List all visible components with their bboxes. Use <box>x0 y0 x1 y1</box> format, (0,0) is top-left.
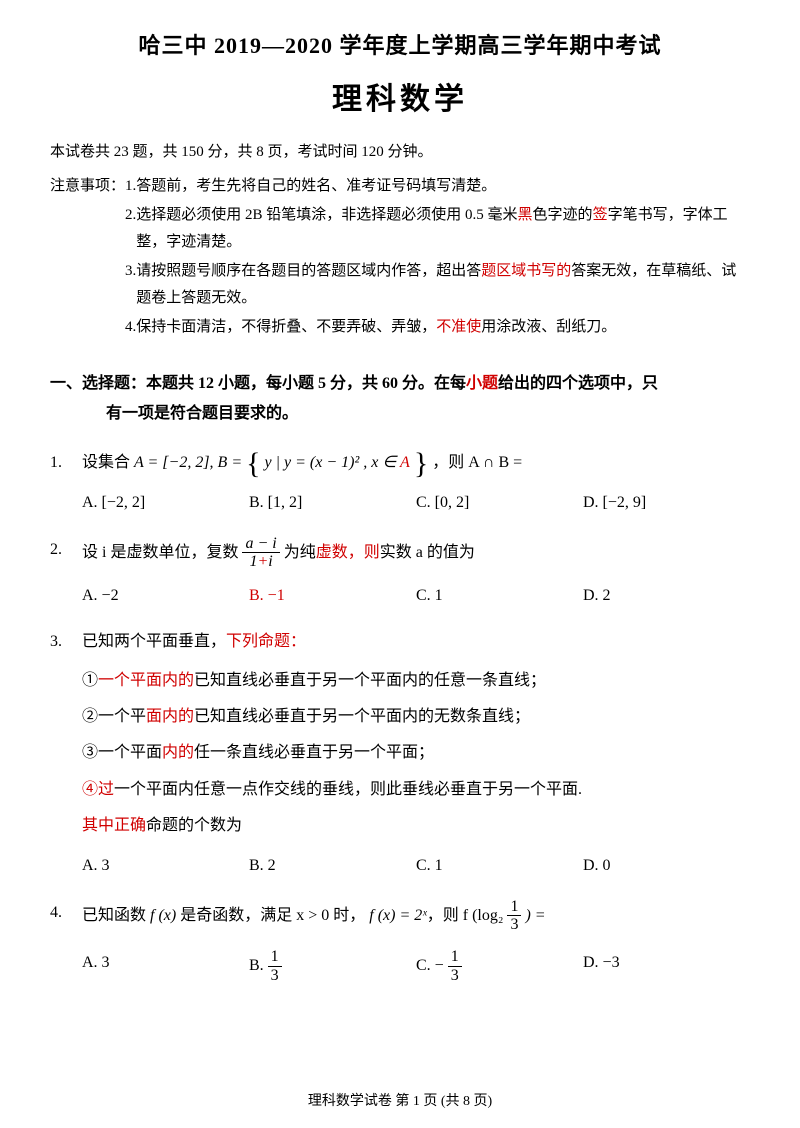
q4-opt-b: B. 13 <box>249 948 416 984</box>
q3-proposition: ③一个平面内的任一条直线必垂直于另一个平面； <box>82 738 750 768</box>
q2-opt-d: D. 2 <box>583 581 750 611</box>
q4-opt-a: A. 3 <box>82 948 249 984</box>
q1-opt-b: B. [1, 2] <box>249 488 416 518</box>
q2-opt-a: A. −2 <box>82 581 249 611</box>
question-1: 1. 设集合 A = [−2, 2], B = { y | y = (x − 1… <box>50 448 750 519</box>
notice-item: 4.保持卡面清洁，不得折叠、不要弄破、弄皱，不准使用涂改液、刮纸刀。 <box>125 314 750 341</box>
q3-opt-a: A. 3 <box>82 851 249 881</box>
q3-opt-d: D. 0 <box>583 851 750 881</box>
notice-item: 2.选择题必须使用 2B 铅笔填涂，非选择题必须使用 0.5 毫米黑色字迹的签字… <box>125 202 750 256</box>
page-footer: 理科数学试卷 第 1 页 (共 8 页) <box>0 1090 800 1110</box>
q2-number: 2. <box>50 535 82 612</box>
question-3: 3. 已知两个平面垂直，下列命题： ①一个平面内的已知直线必垂直于另一个平面内的… <box>50 627 750 882</box>
q1-opt-c: C. [0, 2] <box>416 488 583 518</box>
question-2: 2. 设 i 是虚数单位，复数 a − i 1+i 为纯虚数，则实数 a 的值为… <box>50 535 750 612</box>
q3-opt-b: B. 2 <box>249 851 416 881</box>
q2-opt-b: B. −1 <box>249 581 416 611</box>
notice-block: 注意事项： 1.答题前，考生先将自己的姓名、准考证号码填写清楚。2.选择题必须使… <box>50 173 750 343</box>
q3-proposition: ④过一个平面内任意一点作交线的垂线，则此垂线必垂直于另一个平面. <box>82 775 750 805</box>
q4-number: 4. <box>50 898 82 984</box>
q4-opt-c: C. − 13 <box>416 948 583 984</box>
notice-label: 注意事项： <box>50 173 125 343</box>
subject-title: 理科数学 <box>50 74 750 118</box>
section-1-title: 一、选择题：本题共 12 小题，每小题 5 分，共 60 分。在每小题给出的四个… <box>50 369 750 430</box>
q2-opt-c: C. 1 <box>416 581 583 611</box>
q3-proposition: ①一个平面内的已知直线必垂直于另一个平面内的任意一条直线； <box>82 666 750 696</box>
q4-opt-d: D. −3 <box>583 948 750 984</box>
q3-number: 3. <box>50 627 82 882</box>
q3-proposition: ②一个平面内的已知直线必垂直于另一个平面内的无数条直线； <box>82 702 750 732</box>
notice-item: 1.答题前，考生先将自己的姓名、准考证号码填写清楚。 <box>125 173 750 200</box>
q1-opt-d: D. [−2, 9] <box>583 488 750 518</box>
exam-title: 哈三中 2019—2020 学年度上学期高三学年期中考试 <box>50 28 750 60</box>
notice-item: 3.请按照题号顺序在各题目的答题区域内作答，超出答题区域书写的答案无效，在草稿纸… <box>125 258 750 312</box>
q1-opt-a: A. [−2, 2] <box>82 488 249 518</box>
q1-number: 1. <box>50 448 82 519</box>
exam-summary: 本试卷共 23 题，共 150 分，共 8 页，考试时间 120 分钟。 <box>50 140 750 161</box>
q3-opt-c: C. 1 <box>416 851 583 881</box>
question-4: 4. 已知函数 f (x) 是奇函数，满足 x > 0 时， f (x) = 2… <box>50 898 750 984</box>
